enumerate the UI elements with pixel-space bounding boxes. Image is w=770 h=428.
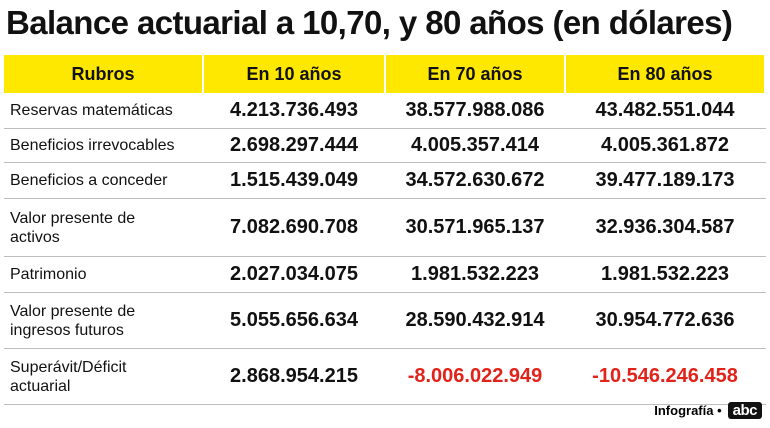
value-cell: 2.698.297.444 — [230, 134, 358, 156]
value-cell: -10.546.246.458 — [592, 365, 738, 387]
label-line: Beneficios irrevocables — [10, 137, 175, 154]
label-line: Beneficios a conceder — [10, 172, 168, 189]
value-cell: 28.590.432.914 — [405, 309, 545, 331]
value-cell: 34.572.630.672 — [405, 169, 545, 191]
row-label: Beneficios irrevocables — [4, 129, 202, 162]
value-cell: 4.005.357.414 — [411, 134, 539, 156]
label-line: ingresos futuros — [10, 321, 124, 339]
value-cell: 30.571.965.137 — [405, 216, 545, 238]
column-header: En 80 años — [566, 55, 764, 93]
value-cell: 2.027.034.075 — [230, 263, 358, 285]
column-header: En 10 años — [204, 55, 384, 93]
table-row: Reservas matemáticas 4.213.736.493 38.577.… — [4, 93, 766, 129]
value-cell: 39.477.189.173 — [595, 169, 735, 191]
table-row: Beneficios a conceder 1.515.439.049 34.572… — [4, 163, 766, 199]
table: Rubros En 10 años En 70 años En 80 años Rese… — [4, 55, 766, 405]
label-line: Valor presente de — [10, 209, 136, 227]
label-line: activos — [10, 228, 60, 246]
header-row: Rubros En 10 años En 70 años En 80 años — [4, 55, 766, 93]
table-row: Valor presente de ingresos futuros 5.055.6… — [4, 293, 766, 349]
label-line: actuarial — [10, 377, 71, 395]
value-cell: 4.213.736.493 — [230, 99, 358, 121]
footer: Infografía • abc — [654, 402, 762, 419]
table-row: Patrimonio 2.027.034.075 1.981.532.223 1.98… — [4, 257, 766, 293]
value-cell: 5.055.656.634 — [230, 309, 358, 331]
value-cell: 38.577.988.086 — [405, 99, 545, 121]
row-label: Valor presente de ingresos futuros — [4, 293, 202, 348]
row-label: Beneficios a conceder — [4, 163, 202, 198]
value-cell: 2.868.954.215 — [230, 365, 358, 387]
value-cell: 1.515.439.049 — [230, 169, 358, 191]
table-row: Beneficios irrevocables 2.698.297.444 4.00… — [4, 129, 766, 163]
value-cell: 32.936.304.587 — [595, 216, 735, 238]
value-cell: 7.082.690.708 — [230, 216, 358, 238]
row-label: Patrimonio — [4, 257, 202, 292]
label-line: Superávit/Déficit — [10, 358, 127, 376]
row-label: Valor presente de activos — [4, 199, 202, 256]
table-row: Superávit/Déficit actuarial 2.868.954.215 -… — [4, 349, 766, 405]
label-line: Reservas matemáticas — [10, 102, 173, 119]
column-header: Rubros — [4, 55, 202, 93]
column-header: En 70 años — [386, 55, 564, 93]
value-cell: 1.981.532.223 — [411, 263, 539, 285]
credit: Infografía • — [654, 403, 722, 418]
value-cell: 1.981.532.223 — [601, 263, 729, 285]
value-cell: 43.482.551.044 — [595, 99, 735, 121]
title: Balance actuarial a 10,70, y 80 años (en… — [6, 4, 733, 41]
row-label: Reservas matemáticas — [4, 93, 202, 128]
row-label: Superávit/Déficit actuarial — [4, 349, 202, 404]
value-cell: -8.006.022.949 — [407, 365, 543, 387]
label-line: Valor presente de — [10, 302, 136, 320]
value-cell: 4.005.361.872 — [601, 134, 729, 156]
table-row: Valor presente de activos 7.082.690.708 30.… — [4, 199, 766, 257]
label-line: Patrimonio — [10, 266, 87, 283]
brand-logo: abc — [727, 402, 762, 419]
value-cell: 30.954.772.636 — [595, 309, 735, 331]
